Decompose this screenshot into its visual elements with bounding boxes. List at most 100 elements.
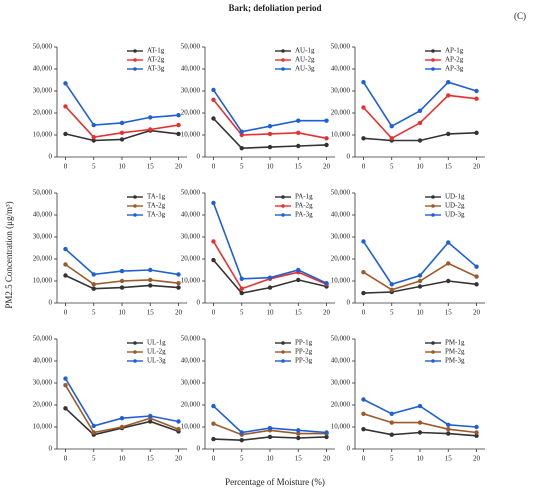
- x-tick-label: 5: [240, 163, 244, 171]
- y-tick-label: 50,000: [181, 43, 201, 51]
- y-tick-label: 10,000: [33, 277, 53, 285]
- data-point: [324, 434, 329, 440]
- legend-label: AU-3g: [295, 65, 315, 73]
- y-tick-label: 10,000: [181, 131, 201, 139]
- data-point: [211, 257, 216, 263]
- x-tick-label: 10: [417, 455, 425, 463]
- y-tick-label: 10,000: [181, 423, 201, 431]
- data-point: [148, 115, 153, 120]
- x-tick-label: 0: [212, 163, 216, 171]
- x-tick-label: 15: [147, 309, 155, 317]
- data-point: [267, 275, 273, 280]
- x-tick-label: 20: [175, 163, 183, 171]
- x-tick-label: 15: [147, 163, 155, 171]
- x-tick-label: 15: [445, 455, 453, 463]
- data-point: [148, 283, 153, 288]
- data-point: [63, 81, 68, 86]
- x-tick-label: 15: [295, 163, 303, 171]
- legend-label: PM-1g: [445, 339, 465, 347]
- subplot: 0 10,000 20,000 30,000 40,000 50,000 0 5 10 15 20 P…: [331, 335, 485, 463]
- data-point: [267, 434, 273, 440]
- y-tick-label: 40,000: [33, 357, 53, 365]
- data-point: [296, 428, 301, 433]
- legend-label: UD-2g: [445, 202, 465, 210]
- data-point: [361, 397, 366, 402]
- x-tick-label: 0: [64, 309, 68, 317]
- y-tick-label: 0: [347, 299, 351, 307]
- data-point: [324, 281, 329, 286]
- x-tick-label: 20: [323, 163, 331, 171]
- legend-marker: [281, 58, 285, 62]
- data-point: [389, 124, 394, 129]
- y-tick-label: 10,000: [331, 423, 351, 431]
- data-point: [119, 416, 125, 421]
- legend-label: TA-2g: [147, 202, 166, 210]
- y-tick-label: 30,000: [331, 233, 351, 241]
- data-point: [176, 113, 181, 118]
- data-point: [446, 427, 451, 432]
- data-point: [119, 137, 125, 142]
- legend-marker: [431, 341, 435, 345]
- y-axis-label: PM2.5 Concentration (μg/m³): [4, 201, 14, 308]
- data-point: [296, 431, 301, 436]
- legend-label: AU-1g: [295, 47, 315, 55]
- x-tick-label: 10: [119, 163, 127, 171]
- series-line: [64, 82, 179, 126]
- x-tick-label: 10: [119, 455, 127, 463]
- data-point: [176, 419, 181, 424]
- data-point: [176, 427, 181, 432]
- data-point: [389, 411, 394, 416]
- data-point: [474, 88, 479, 94]
- data-point: [446, 431, 451, 436]
- y-tick-label: 30,000: [33, 233, 53, 241]
- data-point: [361, 136, 366, 141]
- data-point: [211, 436, 216, 442]
- x-tick-label: 0: [212, 309, 216, 317]
- data-point: [474, 264, 479, 269]
- data-point: [446, 261, 451, 266]
- series-line: [362, 81, 477, 128]
- legend-label: PA-1g: [295, 193, 313, 201]
- data-point: [63, 246, 68, 252]
- y-tick-label: 20,000: [33, 401, 53, 409]
- x-tick-label: 10: [119, 309, 127, 317]
- legend-label: AP-2g: [445, 56, 464, 64]
- x-tick-label: 0: [212, 455, 216, 463]
- legend-marker: [281, 49, 285, 53]
- y-tick-label: 40,000: [331, 357, 351, 365]
- data-point: [211, 97, 216, 103]
- x-tick-label: 20: [175, 309, 183, 317]
- subplot: 0 10,000 20,000 30,000 40,000 50,000 0 5 10 15 20 T…: [33, 189, 187, 317]
- subplot: 0 10,000 20,000 30,000 40,000 50,000 0 5 10 15 20 A…: [331, 43, 485, 171]
- y-tick-label: 0: [197, 153, 201, 161]
- data-point: [176, 281, 181, 286]
- legend-label: PA-2g: [295, 202, 313, 210]
- legend-label: PA-3g: [295, 211, 313, 219]
- data-point: [389, 432, 394, 437]
- data-point: [417, 403, 423, 409]
- y-tick-label: 20,000: [181, 109, 201, 117]
- y-tick-label: 20,000: [331, 401, 351, 409]
- y-tick-label: 0: [197, 445, 201, 453]
- legend-label: AP-1g: [445, 47, 464, 55]
- data-point: [361, 105, 366, 110]
- subplot: 0 10,000 20,000 30,000 40,000 50,000 0 5 10 15 20 U…: [331, 189, 485, 317]
- data-point: [239, 146, 244, 151]
- data-point: [361, 427, 366, 432]
- y-tick-label: 50,000: [33, 43, 53, 51]
- legend-label: TA-1g: [147, 193, 166, 201]
- data-point: [389, 136, 394, 141]
- x-tick-label: 0: [64, 455, 68, 463]
- y-tick-label: 30,000: [181, 87, 201, 95]
- x-tick-label: 0: [362, 455, 366, 463]
- data-point: [63, 262, 68, 267]
- x-tick-label: 15: [147, 455, 155, 463]
- x-tick-label: 10: [267, 309, 275, 317]
- x-tick-label: 0: [362, 163, 366, 171]
- x-tick-label: 5: [390, 163, 394, 171]
- data-point: [324, 136, 329, 141]
- y-tick-label: 30,000: [331, 87, 351, 95]
- subplot: 0 10,000 20,000 30,000 40,000 50,000 0 5 10 15 20 A…: [181, 43, 335, 171]
- legend-marker: [431, 195, 435, 199]
- data-point: [474, 274, 479, 279]
